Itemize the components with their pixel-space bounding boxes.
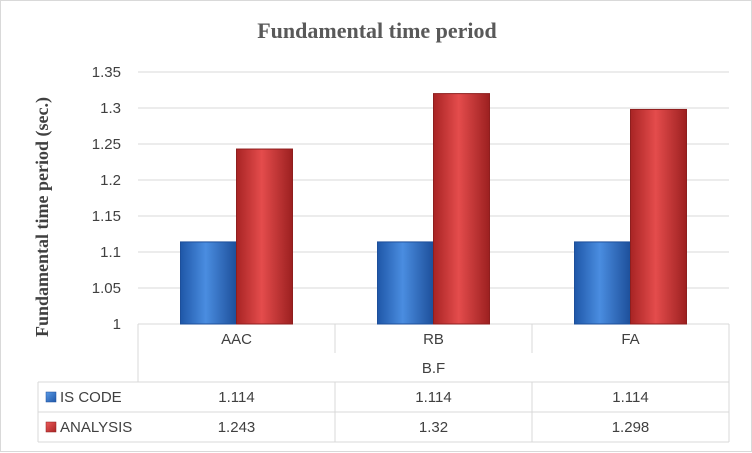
legend-label: IS CODE [60, 389, 122, 406]
x-tick-label: RB [423, 331, 444, 348]
bar [236, 148, 293, 325]
data-label: 1.298 [612, 419, 650, 436]
x-tick-label: FA [621, 331, 639, 348]
legend-key [45, 421, 57, 433]
y-tick-label: 1.15 [92, 208, 121, 225]
x-axis-title: B.F [422, 360, 445, 377]
bar [574, 241, 631, 325]
y-tick-label: 1.1 [100, 244, 121, 261]
bar [433, 93, 490, 325]
y-tick-label: 1 [113, 316, 121, 333]
bar [630, 108, 687, 325]
data-label: 1.114 [612, 389, 648, 406]
y-tick-label: 1.25 [92, 136, 121, 153]
data-label: 1.243 [218, 419, 256, 436]
x-tick-label: AAC [221, 331, 252, 348]
legend-key [45, 391, 57, 403]
y-tick-label: 1.05 [92, 280, 121, 297]
data-label: 1.32 [419, 419, 448, 436]
y-tick-label: 1.35 [92, 64, 121, 81]
data-label: 1.114 [415, 389, 451, 406]
data-label: 1.114 [218, 389, 254, 406]
y-tick-label: 1.2 [100, 172, 121, 189]
y-tick-label: 1.3 [100, 100, 121, 117]
chart-title: Fundamental time period [257, 18, 497, 43]
legend-label: ANALYSIS [60, 419, 132, 436]
bar [377, 241, 434, 325]
bar [180, 241, 237, 325]
